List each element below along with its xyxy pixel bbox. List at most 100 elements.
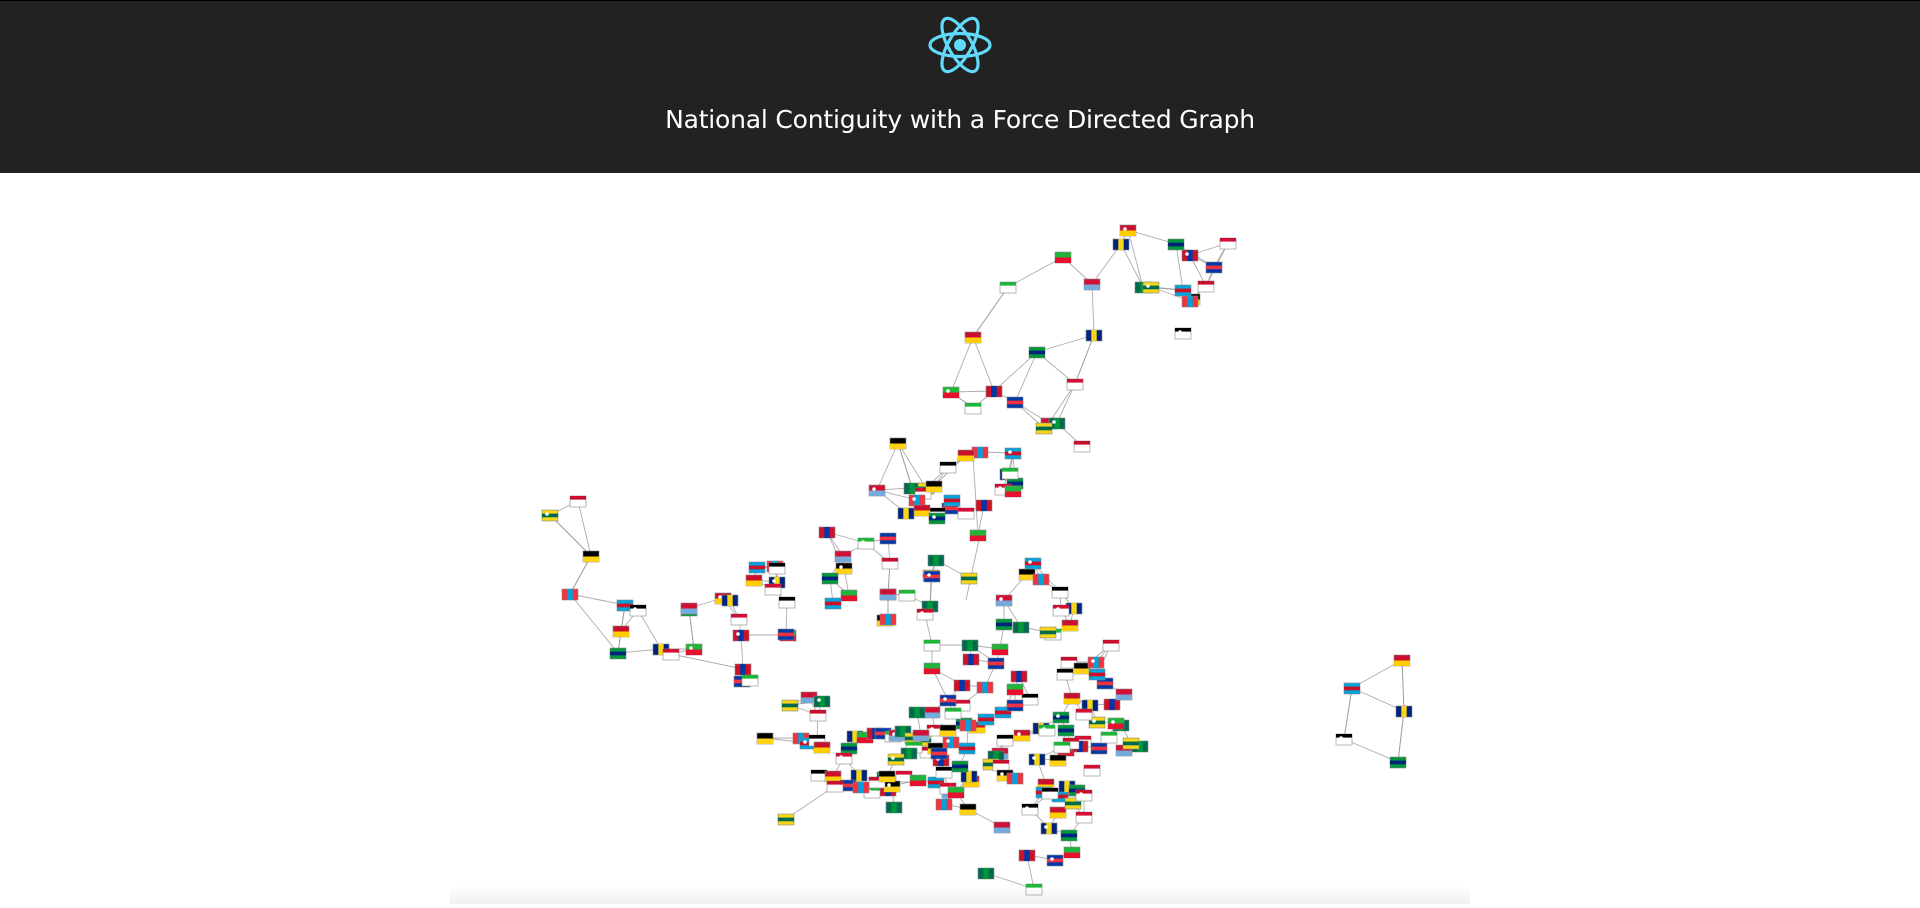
country-flag-icon[interactable] bbox=[680, 602, 698, 615]
country-flag-icon[interactable] bbox=[1075, 811, 1093, 824]
country-flag-icon[interactable] bbox=[1100, 731, 1118, 744]
country-flag-icon[interactable] bbox=[991, 643, 1009, 656]
country-flag-icon[interactable] bbox=[944, 707, 962, 720]
country-flag-icon[interactable] bbox=[821, 572, 839, 585]
country-flag-icon[interactable] bbox=[1049, 754, 1067, 767]
country-flag-icon[interactable] bbox=[1006, 683, 1024, 696]
country-flag-icon[interactable] bbox=[1013, 729, 1031, 742]
country-flag-icon[interactable] bbox=[824, 597, 842, 610]
country-flag-icon[interactable] bbox=[995, 594, 1013, 607]
country-flag-icon[interactable] bbox=[1205, 261, 1223, 274]
country-flag-icon[interactable] bbox=[992, 759, 1010, 772]
country-flag-icon[interactable] bbox=[748, 561, 766, 574]
country-flag-icon[interactable] bbox=[930, 747, 948, 760]
country-flag-icon[interactable] bbox=[939, 724, 957, 737]
country-flag-icon[interactable] bbox=[1083, 278, 1101, 291]
country-flag-icon[interactable] bbox=[985, 385, 1003, 398]
country-flag-icon[interactable] bbox=[1056, 668, 1074, 681]
country-flag-icon[interactable] bbox=[960, 770, 978, 783]
country-flag-icon[interactable] bbox=[1103, 698, 1121, 711]
country-flag-icon[interactable] bbox=[887, 753, 905, 766]
country-flag-icon[interactable] bbox=[1087, 656, 1105, 669]
country-flag-icon[interactable] bbox=[840, 589, 858, 602]
country-flag-icon[interactable] bbox=[741, 674, 759, 687]
country-flag-icon[interactable] bbox=[943, 494, 961, 507]
country-flag-icon[interactable] bbox=[1028, 753, 1046, 766]
country-flag-icon[interactable] bbox=[923, 570, 941, 583]
country-flag-icon[interactable] bbox=[1018, 568, 1036, 581]
country-flag-icon[interactable] bbox=[629, 604, 647, 617]
country-flag-icon[interactable] bbox=[685, 643, 703, 656]
country-flag-icon[interactable] bbox=[957, 507, 975, 520]
country-flag-icon[interactable] bbox=[1004, 485, 1022, 498]
country-flag-icon[interactable] bbox=[900, 747, 918, 760]
country-flag-icon[interactable] bbox=[1073, 662, 1091, 675]
country-flag-icon[interactable] bbox=[852, 781, 870, 794]
country-flag-icon[interactable] bbox=[835, 752, 853, 765]
country-flag-icon[interactable] bbox=[777, 813, 795, 826]
country-flag-icon[interactable] bbox=[857, 537, 875, 550]
country-flag-icon[interactable] bbox=[1142, 281, 1160, 294]
country-flag-icon[interactable] bbox=[959, 719, 977, 732]
country-flag-icon[interactable] bbox=[994, 706, 1012, 719]
country-flag-icon[interactable] bbox=[582, 550, 600, 563]
country-flag-icon[interactable] bbox=[928, 512, 946, 525]
country-flag-icon[interactable] bbox=[1052, 604, 1070, 617]
country-flag-icon[interactable] bbox=[1061, 619, 1079, 632]
country-flag-icon[interactable] bbox=[1046, 854, 1064, 867]
country-flag-icon[interactable] bbox=[768, 562, 786, 575]
country-flag-icon[interactable] bbox=[961, 639, 979, 652]
country-flag-icon[interactable] bbox=[1083, 764, 1101, 777]
country-flag-icon[interactable] bbox=[947, 786, 965, 799]
country-flag-icon[interactable] bbox=[942, 386, 960, 399]
country-flag-icon[interactable] bbox=[1075, 789, 1093, 802]
country-flag-icon[interactable] bbox=[1053, 741, 1071, 754]
country-flag-icon[interactable] bbox=[813, 695, 831, 708]
country-flag-icon[interactable] bbox=[1085, 329, 1103, 342]
country-flag-icon[interactable] bbox=[976, 681, 994, 694]
country-flag-icon[interactable] bbox=[834, 550, 852, 563]
country-flag-icon[interactable] bbox=[1057, 724, 1075, 737]
country-flag-icon[interactable] bbox=[826, 780, 844, 793]
country-flag-icon[interactable] bbox=[935, 766, 953, 779]
country-flag-icon[interactable] bbox=[1073, 440, 1091, 453]
country-flag-icon[interactable] bbox=[1197, 280, 1215, 293]
country-flag-icon[interactable] bbox=[975, 499, 993, 512]
country-flag-icon[interactable] bbox=[971, 446, 989, 459]
country-flag-icon[interactable] bbox=[778, 596, 796, 609]
country-flag-icon[interactable] bbox=[912, 729, 930, 742]
country-flag-icon[interactable] bbox=[908, 706, 926, 719]
country-flag-icon[interactable] bbox=[764, 583, 782, 596]
country-flag-icon[interactable] bbox=[964, 331, 982, 344]
country-flag-icon[interactable] bbox=[1051, 586, 1069, 599]
country-flag-icon[interactable] bbox=[1064, 797, 1082, 810]
country-flag-icon[interactable] bbox=[959, 803, 977, 816]
country-flag-icon[interactable] bbox=[1024, 557, 1042, 570]
country-flag-icon[interactable] bbox=[721, 594, 739, 607]
country-flag-icon[interactable] bbox=[964, 402, 982, 415]
country-flag-icon[interactable] bbox=[995, 618, 1013, 631]
country-flag-icon[interactable] bbox=[958, 742, 976, 755]
country-flag-icon[interactable] bbox=[1174, 327, 1192, 340]
country-flag-icon[interactable] bbox=[894, 725, 912, 738]
country-flag-icon[interactable] bbox=[908, 494, 926, 507]
country-flag-icon[interactable] bbox=[939, 694, 957, 707]
country-flag-icon[interactable] bbox=[1389, 756, 1407, 769]
country-flag-icon[interactable] bbox=[879, 588, 897, 601]
country-flag-icon[interactable] bbox=[1041, 787, 1059, 800]
country-flag-icon[interactable] bbox=[895, 770, 913, 783]
country-flag-icon[interactable] bbox=[939, 461, 957, 474]
country-flag-icon[interactable] bbox=[1395, 705, 1413, 718]
country-flag-icon[interactable] bbox=[935, 798, 953, 811]
country-flag-icon[interactable] bbox=[1107, 717, 1125, 730]
country-flag-icon[interactable] bbox=[881, 557, 899, 570]
country-flag-icon[interactable] bbox=[1393, 654, 1411, 667]
country-flag-icon[interactable] bbox=[818, 526, 836, 539]
country-flag-icon[interactable] bbox=[1025, 883, 1043, 896]
country-flag-icon[interactable] bbox=[1167, 238, 1185, 251]
country-flag-icon[interactable] bbox=[925, 480, 943, 493]
country-flag-icon[interactable] bbox=[732, 629, 750, 642]
country-flag-icon[interactable] bbox=[850, 769, 868, 782]
country-flag-icon[interactable] bbox=[923, 639, 941, 652]
country-flag-icon[interactable] bbox=[923, 662, 941, 675]
